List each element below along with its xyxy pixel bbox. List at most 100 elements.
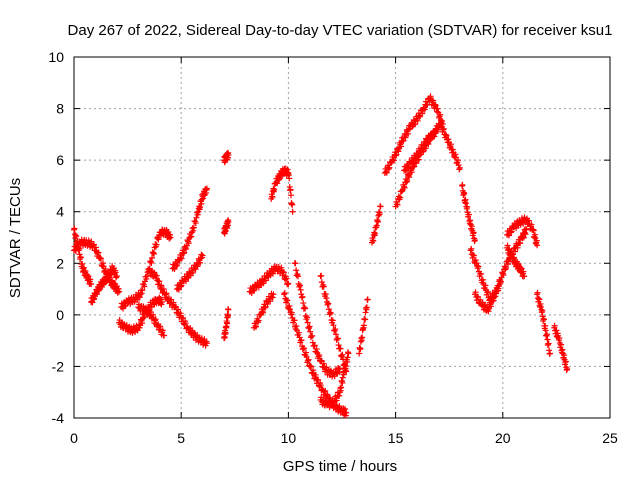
data-point bbox=[161, 332, 168, 339]
data-point-interp bbox=[470, 252, 477, 259]
data-point bbox=[343, 409, 350, 416]
data-point-interp bbox=[193, 214, 200, 221]
data-point-interp bbox=[485, 308, 492, 315]
data-point-interp bbox=[271, 186, 278, 193]
data-point-interp bbox=[162, 291, 169, 298]
data-point-interp bbox=[281, 289, 288, 296]
data-point-interp bbox=[301, 304, 308, 311]
data-point-interp bbox=[152, 317, 159, 324]
series-arc-21 bbox=[369, 203, 384, 246]
data-point-interp bbox=[173, 262, 180, 269]
data-point-interp bbox=[153, 272, 160, 279]
data-point bbox=[364, 296, 371, 303]
data-point bbox=[143, 273, 150, 280]
data-point bbox=[377, 203, 384, 210]
data-point bbox=[420, 105, 427, 112]
data-point-interp bbox=[362, 316, 369, 323]
data-point-interp bbox=[316, 352, 323, 359]
data-point-interp bbox=[309, 332, 316, 339]
data-point-interp bbox=[157, 323, 164, 330]
data-point-interp bbox=[307, 328, 314, 335]
data-point-interp bbox=[424, 140, 431, 147]
data-point-interp bbox=[322, 291, 329, 298]
data-point-interp bbox=[482, 282, 489, 289]
y-tick-label: -2 bbox=[52, 358, 65, 374]
data-point-interp bbox=[278, 264, 285, 271]
data-point-interp bbox=[517, 240, 524, 247]
data-point-interp bbox=[177, 283, 184, 290]
data-point-interp bbox=[465, 211, 472, 218]
data-point-interp bbox=[200, 195, 207, 202]
data-point-interp bbox=[283, 275, 290, 282]
data-point-interp bbox=[293, 267, 300, 274]
data-point-interp bbox=[339, 379, 346, 386]
data-point-interp bbox=[475, 263, 482, 270]
data-point-interp bbox=[148, 259, 155, 266]
axis-ticks: 0 5 10 15 20 25 -4 -2 0 2 4 6 8 10 bbox=[48, 49, 618, 446]
data-point-interp bbox=[181, 249, 188, 256]
data-point-interp bbox=[403, 168, 410, 175]
data-point bbox=[546, 350, 553, 357]
data-point-interp bbox=[189, 269, 196, 276]
data-point bbox=[225, 219, 232, 226]
data-point-interp bbox=[372, 230, 379, 237]
data-point-interp bbox=[259, 308, 266, 315]
data-point-interp bbox=[333, 397, 340, 404]
data-point-interp bbox=[421, 106, 428, 113]
data-point-interp bbox=[338, 384, 345, 391]
data-point-interp bbox=[150, 250, 157, 257]
data-point-interp bbox=[333, 336, 340, 343]
data-point-interp bbox=[468, 245, 475, 252]
data-point-interp bbox=[190, 227, 197, 234]
data-point bbox=[285, 280, 292, 287]
data-point-interp bbox=[135, 321, 142, 328]
data-point-interp bbox=[539, 307, 546, 314]
data-point-interp bbox=[136, 294, 143, 301]
data-point-interp bbox=[286, 175, 293, 182]
data-point-interp bbox=[404, 177, 411, 184]
data-point-interp bbox=[180, 250, 187, 257]
data-point bbox=[521, 273, 528, 280]
data-point-interp bbox=[544, 336, 551, 343]
data-point-interp bbox=[342, 360, 349, 367]
y-tick-label: 6 bbox=[56, 152, 64, 168]
data-point-interp bbox=[401, 184, 408, 191]
data-point-interp bbox=[503, 264, 510, 271]
data-point-interp bbox=[307, 363, 314, 370]
data-point-interp bbox=[500, 272, 507, 279]
data-point bbox=[336, 366, 343, 373]
data-point-interp bbox=[445, 136, 452, 143]
data-point-interp bbox=[224, 312, 231, 319]
data-point-interp bbox=[433, 108, 440, 115]
data-point-interp bbox=[71, 225, 78, 232]
data-point-interp bbox=[82, 267, 89, 274]
data-point-interp bbox=[331, 401, 338, 408]
series-arc-15 bbox=[268, 165, 296, 215]
data-point-interp bbox=[344, 354, 351, 361]
data-point-interp bbox=[504, 258, 511, 265]
data-point-interp bbox=[390, 157, 397, 164]
data-point-interp bbox=[269, 294, 276, 301]
data-point-interp bbox=[470, 252, 477, 259]
data-point-interp bbox=[112, 269, 119, 276]
data-point-interp bbox=[339, 351, 346, 358]
data-point-interp bbox=[92, 247, 99, 254]
data-point-interp bbox=[322, 387, 329, 394]
data-point bbox=[270, 291, 277, 298]
data-point-interp bbox=[289, 201, 296, 208]
data-point bbox=[343, 368, 350, 375]
data-point bbox=[471, 237, 478, 244]
data-point-interp bbox=[488, 303, 495, 310]
x-axis-label: GPS time / hours bbox=[283, 458, 397, 475]
data-point bbox=[116, 288, 123, 295]
data-point-interp bbox=[405, 163, 412, 170]
data-point-interp bbox=[302, 305, 309, 312]
data-point bbox=[564, 366, 571, 373]
data-point bbox=[88, 280, 95, 287]
series-arc-6 bbox=[135, 301, 168, 339]
data-point-interp bbox=[197, 204, 204, 211]
data-point-interp bbox=[514, 244, 521, 251]
x-tick-label: 15 bbox=[388, 430, 404, 446]
x-tick-label: 20 bbox=[495, 430, 511, 446]
data-point-interp bbox=[405, 130, 412, 137]
